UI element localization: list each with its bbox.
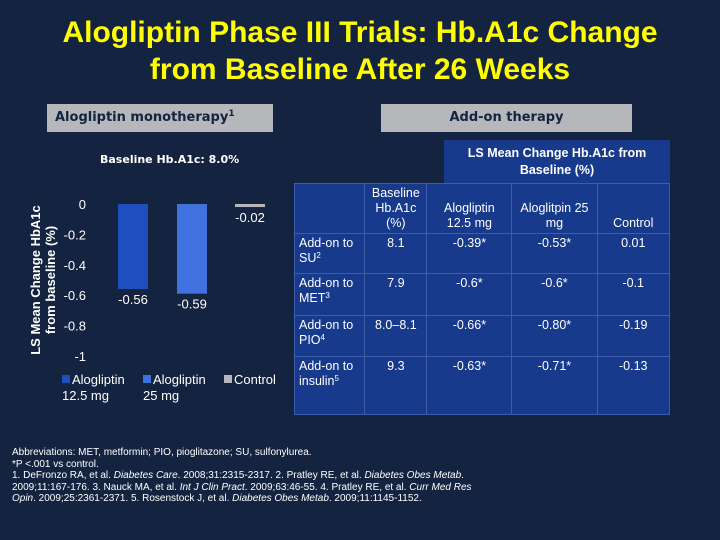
footnote-references-line1: 1. DeFronzo RA, et al. Diabetes Care. 20… [12,470,712,482]
ref-text: . [461,470,464,481]
cell-control: 0.01 [596,233,670,274]
legend-swatch-control [224,375,232,383]
baseline-note: Baseline Hb.A1c: 8.0% [100,153,240,166]
ref-text: 1. DeFronzo RA, et al. [12,470,114,481]
y-tick-label: -0.2 [64,227,86,242]
monotherapy-header-label: Alogliptin monotherapy [55,110,229,125]
footnote-references-line2: 2009;11:167-176. 3. Nauck MA, et al. Int… [12,482,712,494]
bar-control [235,204,265,208]
y-tick-label: -0.4 [64,258,86,273]
ref-journal: Opin [12,493,34,504]
cell-alo25: -0.6* [511,273,598,316]
cell-alo25: -0.80* [511,315,598,357]
row-label-text: Add-on to MET [299,276,354,305]
table-row: Add-on to PIO4 8.0–8.1 -0.66* -0.80* -0.… [293,315,670,357]
slide-title-line1: Alogliptin Phase III Trials: Hb.A1c Chan… [62,16,658,49]
row-label-text: Add-on to PIO [299,318,354,347]
table-row: Add-on to insulin5 9.3 -0.63* -0.71* -0.… [293,356,670,415]
y-axis-title-line1: LS Mean Change HbA1c [28,205,43,355]
table-row: Add-on to SU2 8.1 -0.39* -0.53* 0.01 [293,233,670,274]
footnote-pvalue: *P <.001 vs control. [12,458,99,470]
table-row: Add-on to MET3 7.9 -0.6* -0.6* -0.1 [293,273,670,316]
footnote-abbreviations: Abbreviations: MET, metformin; PIO, piog… [12,447,312,458]
footnote-references-line3: Opin. 2009;25:2361-2371. 5. Rosenstock J… [12,493,712,505]
cell-alo125: -0.66* [426,315,513,357]
row-ref: 3 [325,291,330,300]
legend-label-control: Control [234,372,276,387]
legend-item-alogliptin-25: Alogliptin 25 mg [143,372,206,404]
data-label: -0.56 [118,292,148,307]
y-tick-label: -1 [74,349,86,364]
trials-table: Baseline Hb.A1c (%) Alogliptin 12.5 mg A… [293,183,670,415]
row-label-text: Add-on to SU [299,236,354,265]
y-axis-title: LS Mean Change HbA1cfrom baseline (%) [28,205,58,355]
row-label-text: Add-on to insulin [299,359,354,388]
legend-swatch-alogliptin-25 [143,375,151,383]
cell-control: -0.13 [596,356,670,415]
table-header-alo125: Alogliptin 12.5 mg [426,183,513,234]
cell-baseline: 8.0–8.1 [364,315,428,357]
table-header-control: Control [596,183,670,234]
y-tick-label: -0.6 [64,288,86,303]
cell-alo25: -0.71* [511,356,598,415]
slide-title: Alogliptin Phase III Trials: Hb.A1c Chan… [0,14,720,88]
ref-text: . 2008;31:2315-2317. 2. Pratley RE, et a… [177,470,365,481]
y-axis-title-line2: from baseline (%) [43,226,58,334]
footnotes: Abbreviations: MET, metformin; PIO, piog… [12,447,712,505]
legend-item-control: Control [224,372,276,388]
ref-text: 2009;11:167-176. 3. Nauck MA, et al. [12,481,180,493]
ref-journal: Int J Clin Pract [179,481,245,493]
cell-alo125: -0.6* [426,273,513,316]
row-label: Add-on to MET3 [293,273,366,316]
table-header-row: Baseline Hb.A1c (%) Alogliptin 12.5 mg A… [293,183,670,234]
ref-text: . 2009;11:1145-1152. [328,493,422,504]
monotherapy-header: Alogliptin monotherapy1 [47,104,273,132]
row-ref: 5 [334,374,339,383]
row-label: Add-on to PIO4 [293,315,366,357]
cell-alo125: -0.39* [426,233,513,274]
cell-baseline: 9.3 [364,356,428,415]
ref-text: . 2009;25:2361-2371. 5. Rosenstock J, et… [33,493,233,504]
bar-alogliptin-25-mg [177,204,207,294]
ref-journal: Curr Med Res [409,481,472,493]
cell-baseline: 7.9 [364,273,428,316]
ref-journal: Diabetes Obes Metab [364,470,462,481]
ref-journal: Diabetes Care [113,470,178,481]
legend-label-alogliptin-25: Alogliptin 25 mg [143,372,206,403]
table-header-empty [293,183,366,234]
table-header-alo25: Aloglitpin 25 mg [511,183,598,234]
data-label: -0.02 [235,210,265,225]
row-ref: 4 [320,333,325,342]
data-label: -0.59 [177,297,207,312]
row-label: Add-on to SU2 [293,233,366,274]
cell-alo125: -0.63* [426,356,513,415]
cell-control: -0.19 [596,315,670,357]
cell-control: -0.1 [596,273,670,316]
y-tick-label: -0.8 [64,319,86,334]
cell-baseline: 8.1 [364,233,428,274]
legend-label-alogliptin-12-5: Alogliptin 12.5 mg [62,372,125,403]
ref-text: . 2009;63:46-55. 4. Pratley RE, et al. [244,481,410,493]
table-header-baseline: Baseline Hb.A1c (%) [364,183,428,234]
row-label: Add-on to insulin5 [293,356,366,415]
y-tick-label: 0 [79,197,86,212]
monotherapy-header-ref: 1 [228,109,235,119]
bar-chart: LS Mean Change HbA1cfrom baseline (%) 0 -0… [28,197,265,364]
legend-item-alogliptin-12-5: Alogliptin 12.5 mg [62,372,125,404]
addon-header: Add-on therapy [381,104,632,132]
bar-alogliptin-12-5-mg [118,204,148,290]
slide-title-line2: from Baseline After 26 Weeks [149,53,571,86]
cell-alo25: -0.53* [511,233,598,274]
ref-journal: Diabetes Obes Metab [232,493,329,504]
ls-mean-change-header: LS Mean Change Hb.A1c from Baseline (%) [444,140,670,183]
row-ref: 2 [316,251,321,260]
legend-swatch-alogliptin-12-5 [62,375,70,383]
